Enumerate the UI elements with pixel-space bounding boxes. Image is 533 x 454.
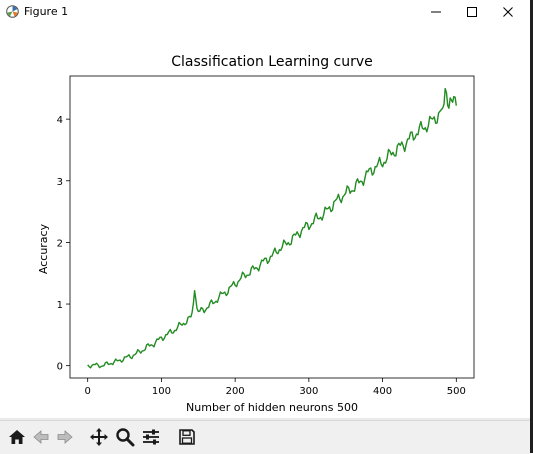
- x-tick-label: 200: [226, 386, 245, 397]
- forward-button[interactable]: [54, 426, 76, 448]
- y-tick-label: 2: [57, 238, 63, 249]
- back-arrow-icon: [33, 430, 49, 444]
- pan-button[interactable]: [88, 426, 110, 448]
- back-button[interactable]: [30, 426, 52, 448]
- minimize-button[interactable]: [418, 0, 454, 24]
- pan-icon: [90, 428, 108, 446]
- maximize-button[interactable]: [454, 0, 490, 24]
- minimize-icon: [431, 11, 441, 13]
- x-tick-label: 0: [85, 386, 91, 397]
- learning-curve-chart[interactable]: Classification Learning curve 0 100 200 300…: [0, 24, 530, 420]
- series-line: [87, 87, 457, 369]
- navigation-toolbar: [0, 420, 530, 454]
- matplotlib-logo-icon: [6, 5, 19, 18]
- axes-frame: [69, 75, 475, 379]
- plot-area: 0 100 200 300 400 500 0 1 2 3 4: [57, 75, 475, 397]
- close-button[interactable]: [490, 0, 526, 24]
- figure-canvas[interactable]: Classification Learning curve 0 100 200 300…: [0, 24, 530, 420]
- home-button[interactable]: [6, 426, 28, 448]
- title-bar[interactable]: Figure 1: [0, 0, 530, 24]
- y-tick-label: 3: [57, 177, 63, 188]
- x-axis-label: Number of hidden neurons 500: [186, 401, 358, 414]
- forward-arrow-icon: [57, 430, 73, 444]
- y-axis-label: Accuracy: [37, 223, 50, 274]
- window-title: Figure 1: [24, 5, 69, 18]
- close-icon: [503, 7, 513, 17]
- zoom-icon: [116, 428, 135, 447]
- x-tick-label: 300: [299, 386, 318, 397]
- x-tick-label: 100: [152, 386, 171, 397]
- save-button[interactable]: [176, 426, 198, 448]
- configure-subplots-button[interactable]: [140, 426, 162, 448]
- zoom-button[interactable]: [114, 426, 136, 448]
- chart-title: Classification Learning curve: [171, 54, 373, 70]
- x-tick-label: 500: [447, 386, 466, 397]
- maximize-icon: [467, 7, 477, 17]
- configure-subplots-icon: [143, 429, 159, 445]
- y-tick-label: 0: [57, 362, 63, 373]
- home-icon: [9, 430, 25, 444]
- y-tick-label: 1: [57, 300, 63, 311]
- x-tick-label: 400: [373, 386, 392, 397]
- save-icon: [179, 429, 195, 445]
- y-tick-label: 4: [57, 115, 63, 126]
